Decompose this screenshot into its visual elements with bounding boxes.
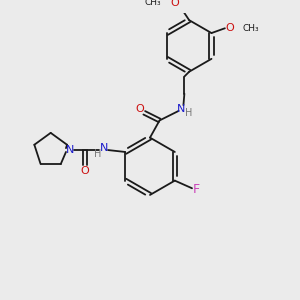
- Text: N: N: [66, 145, 74, 155]
- Text: O: O: [170, 0, 179, 8]
- Text: N: N: [177, 104, 186, 114]
- Text: O: O: [135, 104, 144, 114]
- Text: CH₃: CH₃: [242, 24, 259, 33]
- Text: CH₃: CH₃: [145, 0, 161, 8]
- Text: H: H: [94, 149, 101, 159]
- Text: O: O: [81, 166, 89, 176]
- Text: F: F: [193, 183, 200, 196]
- Text: O: O: [225, 23, 234, 33]
- Text: H: H: [184, 108, 192, 118]
- Text: N: N: [100, 143, 108, 153]
